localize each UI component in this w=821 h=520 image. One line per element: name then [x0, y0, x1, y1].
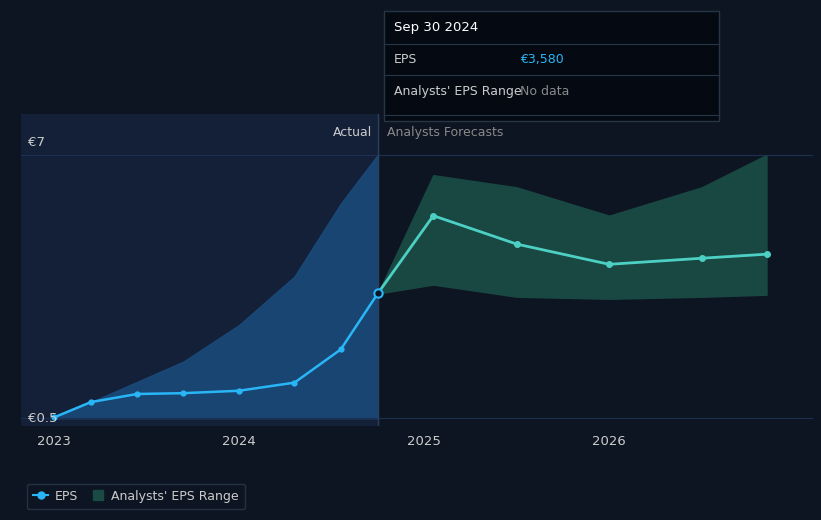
Text: €0.5: €0.5 [28, 412, 57, 425]
Text: Analysts Forecasts: Analysts Forecasts [387, 126, 503, 139]
Bar [21, 114, 378, 426]
Text: €7: €7 [28, 136, 45, 149]
Text: Actual: Actual [333, 126, 372, 139]
Text: No data: No data [520, 85, 569, 98]
Legend: EPS, Analysts' EPS Range: EPS, Analysts' EPS Range [27, 484, 245, 509]
Text: Sep 30 2024: Sep 30 2024 [394, 21, 479, 34]
Text: EPS: EPS [394, 54, 417, 67]
Text: Analysts' EPS Range: Analysts' EPS Range [394, 85, 521, 98]
Text: €3,580: €3,580 [520, 54, 563, 67]
